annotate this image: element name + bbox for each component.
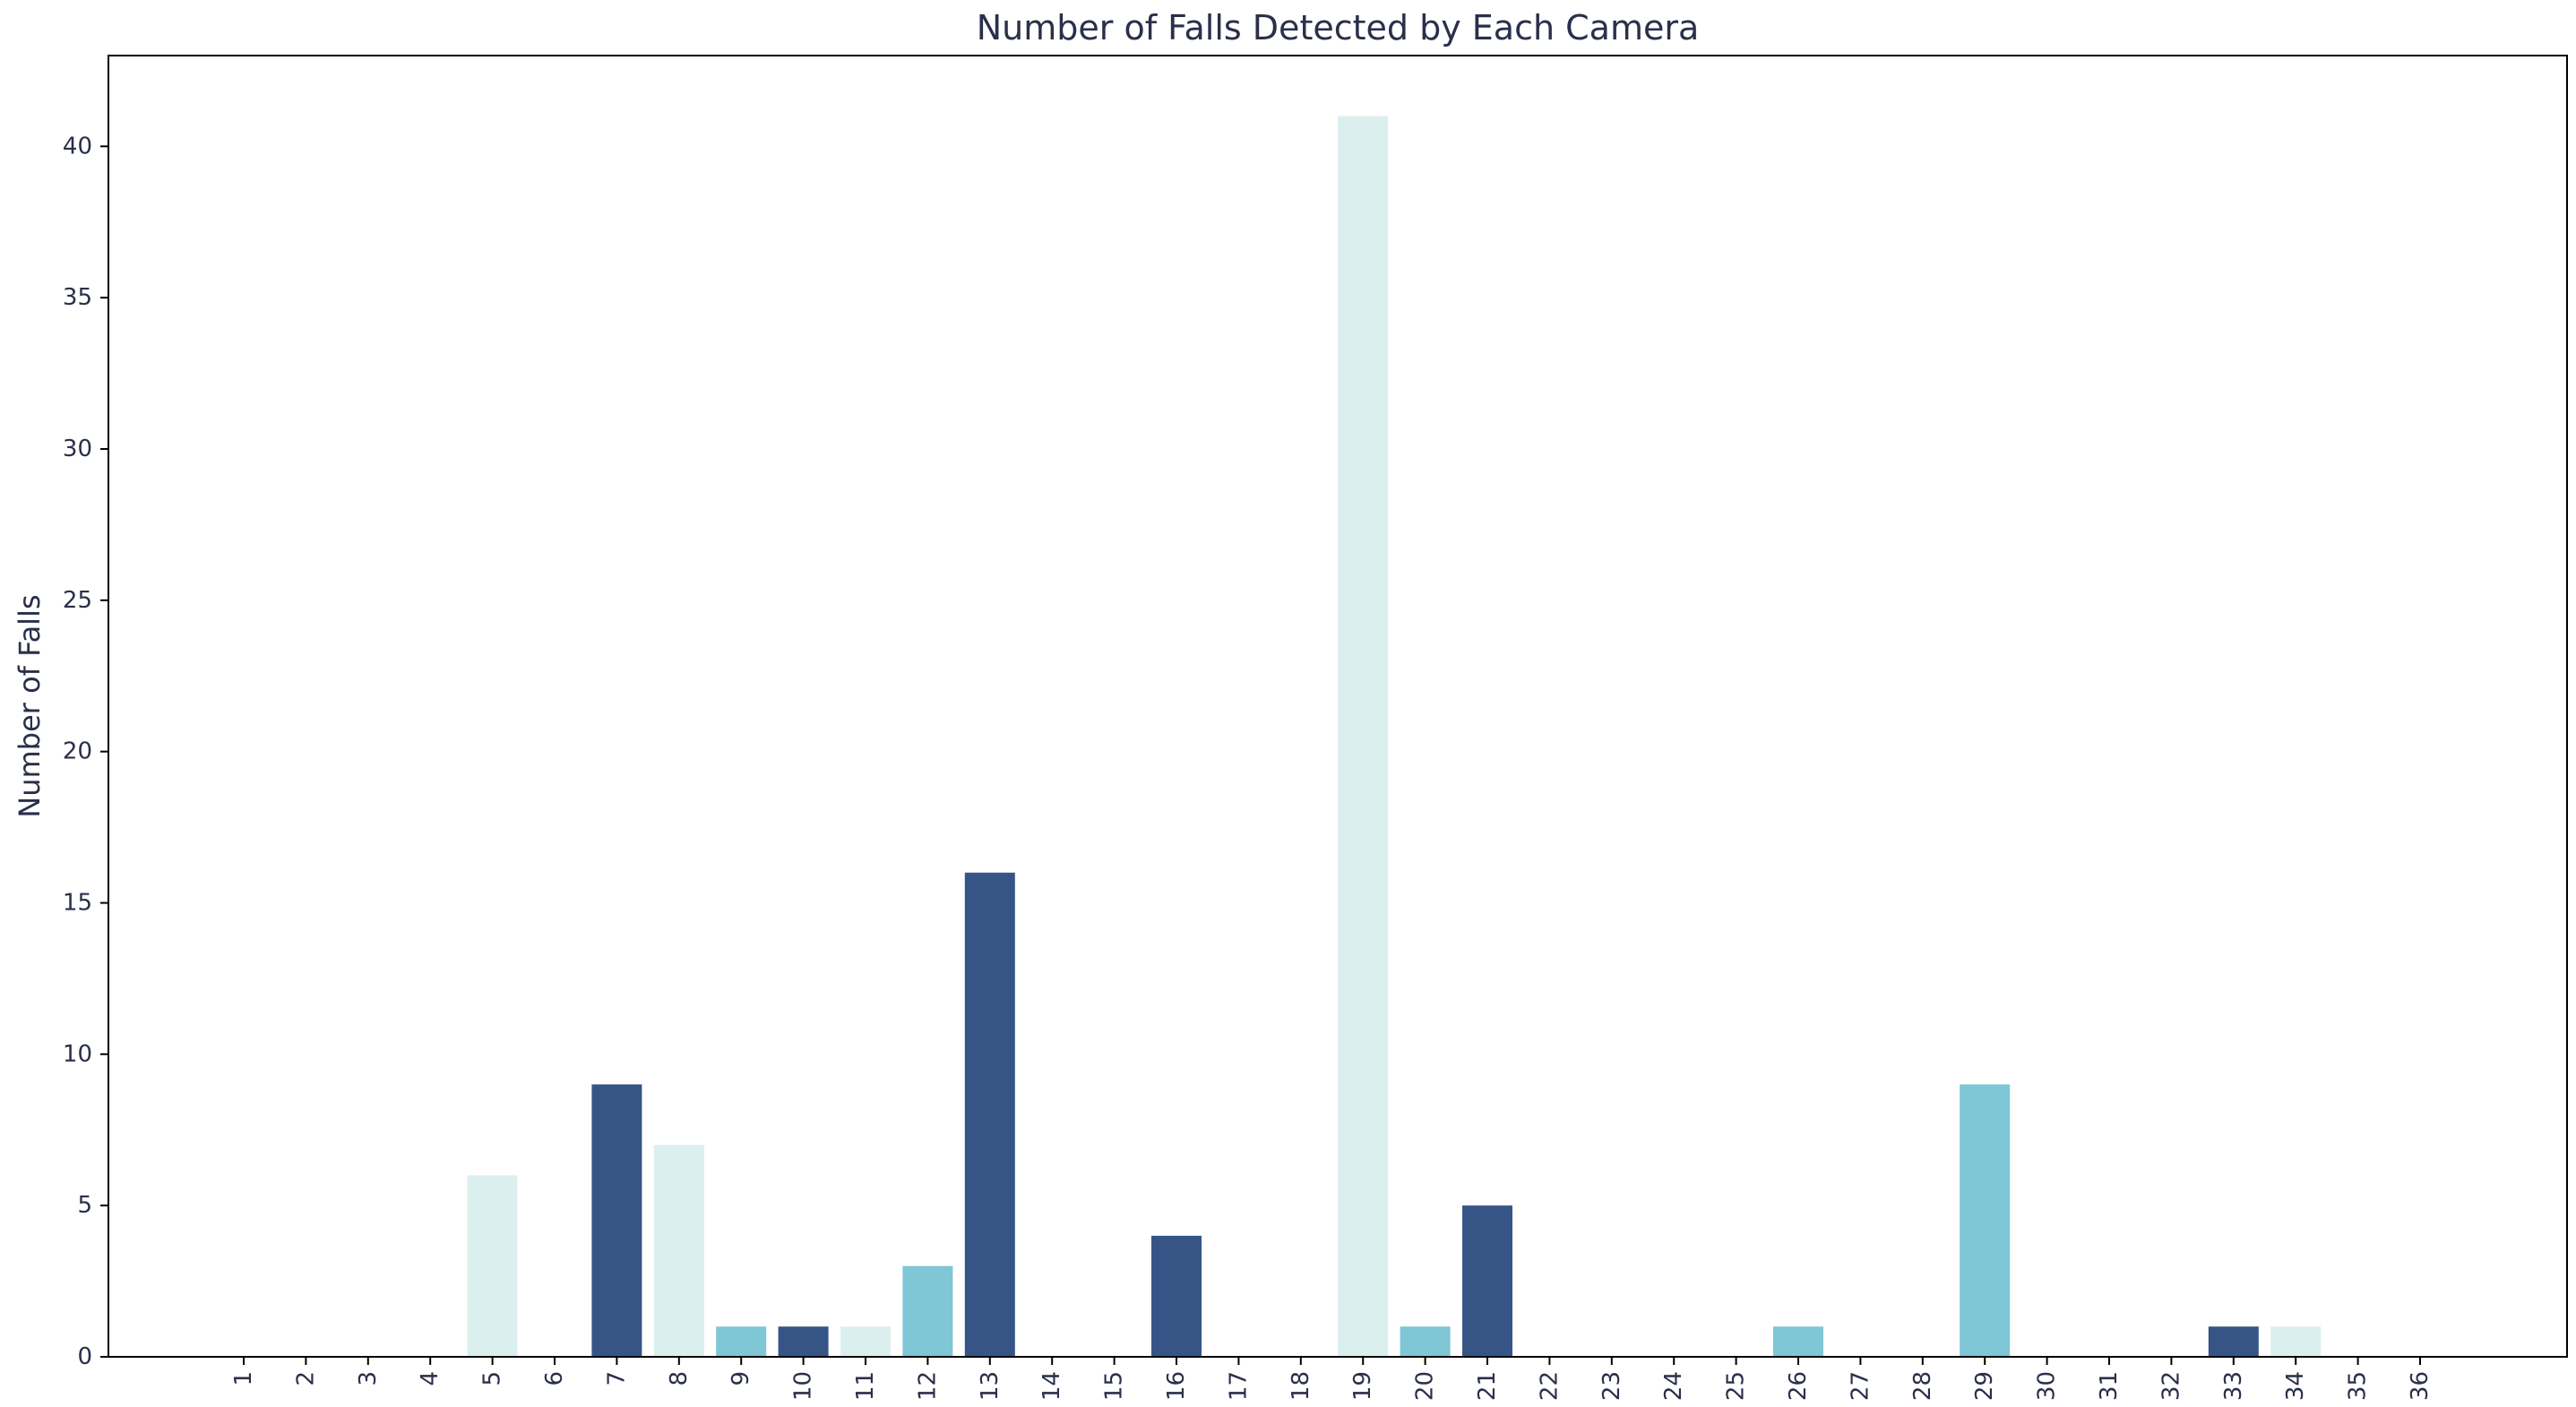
bar-camera-12 [902, 1265, 953, 1357]
y-tick-label: 5 [77, 1192, 92, 1219]
y-axis-ticks: 0 5 10 15 20 25 30 35 40 [63, 133, 108, 1370]
x-tick-label: 25 [1723, 1371, 1750, 1401]
bar-camera-16 [1151, 1235, 1202, 1357]
x-tick-label: 36 [2407, 1371, 2434, 1401]
y-tick-label: 30 [63, 436, 92, 462]
y-tick-label: 35 [63, 284, 92, 311]
bar-camera-10 [778, 1326, 829, 1357]
x-tick-label: 23 [1598, 1371, 1625, 1401]
x-tick-label: 19 [1349, 1371, 1376, 1401]
x-tick-label: 1 [230, 1371, 257, 1386]
x-tick-label: 8 [666, 1371, 693, 1386]
bar-camera-13 [964, 872, 1015, 1357]
x-tick-label: 22 [1536, 1371, 1563, 1401]
x-tick-label: 11 [852, 1371, 879, 1401]
x-tick-label: 35 [2345, 1371, 2372, 1401]
y-tick-label: 0 [77, 1343, 92, 1370]
bar-camera-33 [2208, 1326, 2259, 1357]
x-tick-label: 30 [2034, 1371, 2061, 1401]
x-tick-label: 7 [603, 1371, 630, 1386]
x-tick-label: 6 [541, 1371, 568, 1386]
x-tick-label: 27 [1847, 1371, 1874, 1401]
x-tick-label: 28 [1909, 1371, 1936, 1401]
y-axis-label: Number of Falls [13, 594, 47, 817]
x-tick-label: 18 [1288, 1371, 1314, 1401]
x-tick-label: 5 [479, 1371, 506, 1386]
x-axis-ticks: 1 2 3 4 5 6 7 8 9 10 11 12 13 14 15 16 17 18 19 20 21 22 23 24 2… [230, 1357, 2434, 1401]
x-tick-label: 17 [1225, 1371, 1252, 1401]
x-tick-label: 15 [1101, 1371, 1128, 1401]
bar-camera-29 [1960, 1084, 2011, 1357]
x-tick-label: 9 [728, 1371, 754, 1386]
bar-camera-8 [653, 1144, 704, 1357]
y-tick-label: 15 [63, 889, 92, 916]
y-tick-label: 20 [63, 738, 92, 765]
bar-camera-20 [1400, 1326, 1451, 1357]
x-tick-label: 29 [1971, 1371, 1998, 1401]
bar-camera-26 [1773, 1326, 1823, 1357]
x-tick-label: 12 [914, 1371, 941, 1401]
x-tick-label: 32 [2158, 1371, 2184, 1401]
bar-camera-9 [716, 1326, 767, 1357]
bar-camera-34 [2270, 1326, 2322, 1357]
x-tick-label: 3 [355, 1371, 382, 1386]
y-tick-label: 25 [63, 587, 92, 614]
y-tick-label: 40 [63, 133, 92, 160]
y-tick-label: 10 [63, 1040, 92, 1067]
x-tick-label: 4 [417, 1371, 444, 1386]
x-tick-label: 16 [1163, 1371, 1190, 1401]
x-tick-label: 31 [2096, 1371, 2123, 1401]
bar-camera-7 [591, 1084, 642, 1357]
x-tick-label: 24 [1660, 1371, 1687, 1401]
x-tick-label: 34 [2282, 1371, 2309, 1401]
x-tick-label: 13 [977, 1371, 1004, 1401]
x-tick-label: 10 [790, 1371, 817, 1401]
x-tick-label: 20 [1412, 1371, 1439, 1401]
bars-layer [467, 116, 2322, 1357]
bar-camera-21 [1462, 1205, 1512, 1357]
plot-frame [108, 55, 2568, 1358]
x-tick-label: 26 [1785, 1371, 1812, 1401]
x-tick-label: 14 [1038, 1371, 1065, 1401]
x-tick-label: 2 [292, 1371, 319, 1386]
bar-camera-11 [840, 1326, 891, 1357]
x-tick-label: 21 [1474, 1371, 1501, 1401]
bar-camera-19 [1338, 116, 1389, 1357]
x-tick-label: 33 [2220, 1371, 2247, 1401]
bar-camera-5 [467, 1175, 518, 1357]
chart-title: Number of Falls Detected by Each Camera [977, 8, 1700, 47]
